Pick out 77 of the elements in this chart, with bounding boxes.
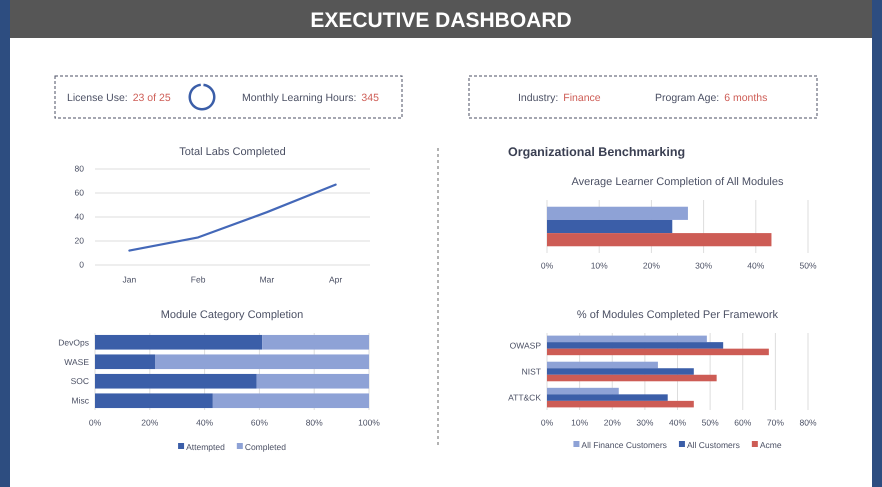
x-tick-label: 0% <box>88 418 102 428</box>
x-tick-label: Mar <box>260 274 274 284</box>
x-tick-label: 80% <box>799 418 817 428</box>
y-tick-label: Misc <box>72 396 90 406</box>
legend-label: Attempted <box>186 442 226 452</box>
bar <box>547 400 694 408</box>
bar <box>547 394 668 401</box>
x-tick-label: 30% <box>695 260 713 270</box>
chart-title: Module Category Completion <box>160 309 304 321</box>
x-tick-label: 60% <box>734 418 752 428</box>
bar <box>547 220 672 234</box>
bar <box>155 354 369 370</box>
x-tick-label: 80% <box>306 418 324 428</box>
legend-label: Acme <box>760 440 782 450</box>
x-tick-label: 20% <box>604 418 622 428</box>
y-tick-label: 60 <box>74 188 84 198</box>
x-tick-label: 70% <box>766 418 784 428</box>
text: 6 months <box>724 92 768 104</box>
bar <box>547 374 717 382</box>
bar <box>262 334 369 350</box>
bar <box>547 342 724 349</box>
bar <box>547 368 694 375</box>
x-tick-label: 10% <box>571 418 589 428</box>
chart-title: % of Modules Completed Per Framework <box>576 309 779 321</box>
x-tick-label: 20% <box>141 418 159 428</box>
text: Industry: <box>518 92 558 104</box>
legend-label: All Customers <box>686 440 740 450</box>
text: 23 of 25 <box>132 92 171 104</box>
legend-label: Completed <box>244 442 286 452</box>
y-tick-label: 40 <box>74 212 84 222</box>
y-tick-label: WASE <box>64 356 90 367</box>
bar <box>95 393 213 408</box>
y-tick-label: 20 <box>74 236 84 246</box>
y-tick-label: DevOps <box>58 337 89 348</box>
x-tick-label: 60% <box>250 418 268 428</box>
x-tick-label: 0% <box>540 260 554 270</box>
chart-title: Organizational Benchmarking <box>508 145 686 159</box>
text: Monthly Learning Hours: <box>242 92 356 104</box>
x-tick-label: Apr <box>329 274 342 284</box>
legend-label: All Finance Customers <box>581 440 667 450</box>
bar <box>547 206 688 220</box>
text: License Use: <box>67 92 128 104</box>
bar <box>95 374 257 389</box>
x-tick-label: 50% <box>702 418 720 428</box>
text: Program Age: <box>655 92 720 104</box>
x-tick-label: 40% <box>747 260 765 270</box>
y-tick-label: 0 <box>79 260 84 270</box>
x-tick-label: 10% <box>590 260 608 270</box>
x-tick-label: 20% <box>642 260 660 270</box>
y-tick-label: NIST <box>522 366 541 376</box>
bar <box>547 233 772 246</box>
text: 345 <box>361 92 380 104</box>
chart-title: Total Labs Completed <box>179 146 286 158</box>
x-tick-label: 40% <box>668 418 686 428</box>
y-tick-label: OWASP <box>510 340 542 350</box>
x-tick-label: 0% <box>540 418 554 428</box>
bar <box>547 348 769 356</box>
x-tick-label: 30% <box>636 418 654 428</box>
bar <box>95 354 156 370</box>
bar <box>547 362 658 368</box>
x-tick-label: 100% <box>358 418 380 428</box>
text: Finance <box>563 92 601 104</box>
bar <box>212 393 369 408</box>
text: EXECUTIVE DASHBOARD <box>310 9 572 32</box>
y-tick-label: 80 <box>74 164 84 174</box>
x-tick-label: Feb <box>190 274 206 284</box>
bar <box>547 388 619 394</box>
y-tick-label: SOC <box>70 376 89 386</box>
bar <box>256 374 369 389</box>
y-tick-label: ATT&CK <box>508 392 542 403</box>
x-tick-label: 50% <box>799 260 817 270</box>
bar <box>547 336 707 342</box>
bar <box>95 334 262 350</box>
x-tick-label: 40% <box>196 418 214 428</box>
line-series <box>128 184 337 252</box>
x-tick-label: Jan <box>122 274 136 284</box>
chart-subtitle: Average Learner Completion of All Modules <box>572 176 784 188</box>
